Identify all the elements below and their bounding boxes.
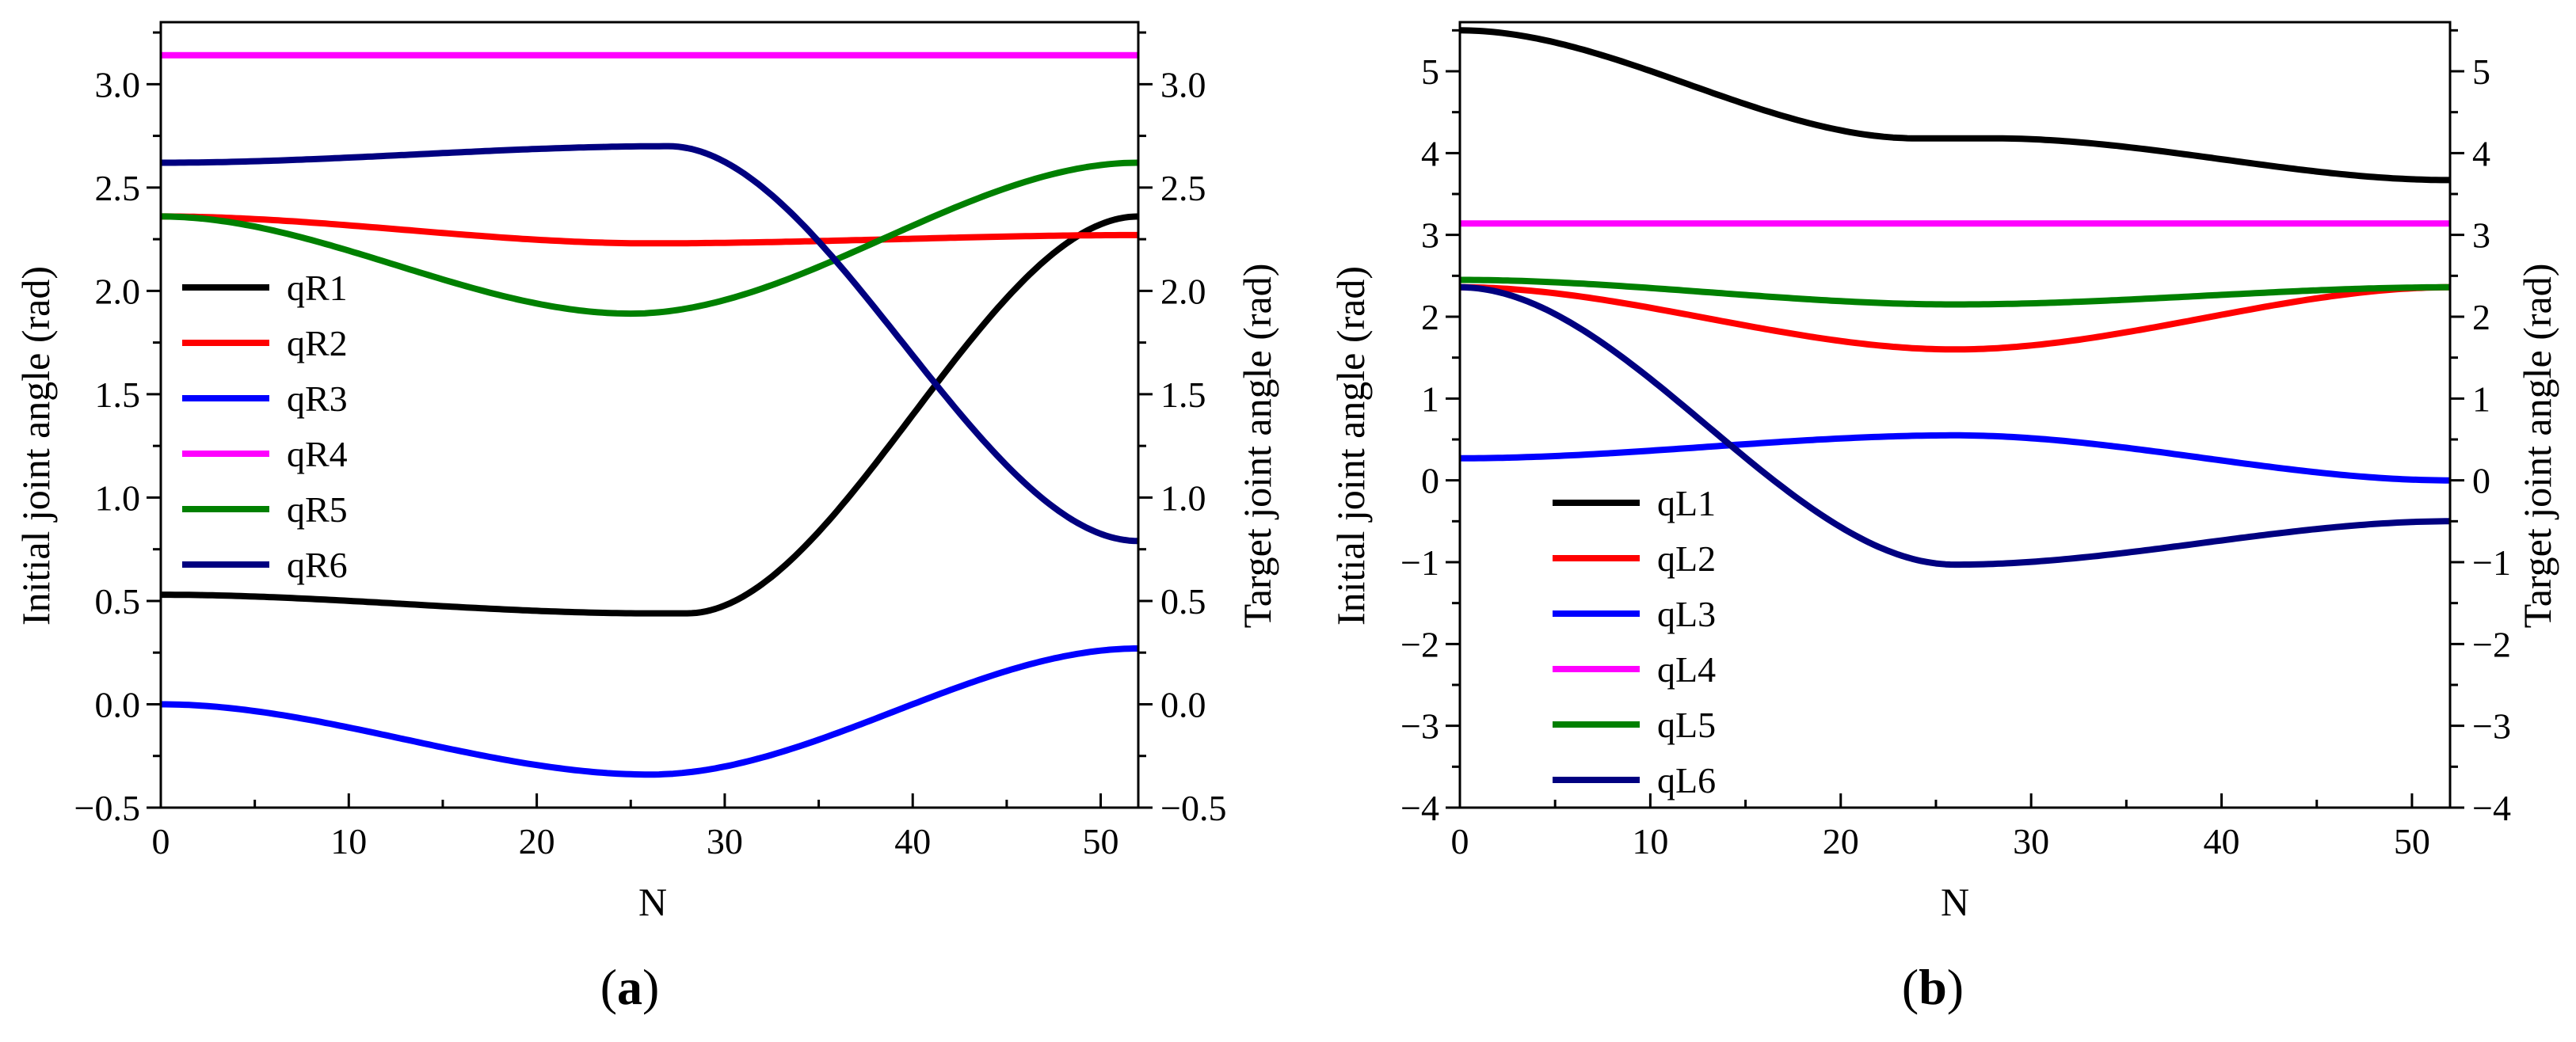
panel-b-series-ql5 [1460,276,2450,308]
panel-a-legend-label-qr5: qR5 [287,489,348,530]
panel-a-y-right-tick-label: 0.5 [1160,581,1206,622]
panel-b-x-axis-title: N [1941,880,1969,924]
panel-a-y-right-tick-label: −0.5 [1160,788,1226,828]
panel-b-legend-label-ql3: qL3 [1657,594,1716,634]
panel-b-legend: qL1 qL2 qL3 qL4 qL5 qL6 [1553,483,1716,801]
panel-b-ticks: 0 10 20 30 40 50 −4 −4 −3 −3 −2 −2 −1 −1 0 0 1 1 2 2 3 3 4 4 5 5 [1400,29,2511,861]
panel-b-y-right-tick-label: 0 [2472,461,2490,501]
panel-a-legend-label-qr3: qR3 [287,378,348,419]
panel-a-legend-label-qr4: qR4 [287,434,348,474]
panel-b-plot-frame [1458,21,2452,809]
panel-b-x-tick-label: 10 [1632,821,1668,861]
panel-b-y-left-tick-label: −2 [1400,624,1439,664]
panel-b-y-right-tick-label: 4 [2472,133,2490,173]
panel-a: 0 10 20 30 40 50 −0.5 −0.5 0.0 0.0 0.5 0.5 1.0 1.0 1.5… [13,21,1279,1015]
panel-a-y-right-tick-label: 0.0 [1160,684,1206,724]
panel-a-plot-frame [159,21,1140,809]
panel-b-y-left-tick-label: 5 [1421,51,1439,92]
panel-b-y-left-tick-label: −3 [1400,706,1439,747]
panel-b: 0 10 20 30 40 50−4 −4−3 −3−2 −2−1 −10 01 12 23 34 45 5 … [1328,21,2559,1015]
panel-b-y-right-tick-label: 1 [2472,378,2490,419]
panel-a-y-right-tick-label: 1.0 [1160,477,1206,518]
panel-a-legend: qR1 qR2 qR3 qR4 qR5 qR6 [182,268,348,585]
panel-a-y-right-tick-label: 1.5 [1160,375,1206,415]
panel-b-y-right-tick-label: −1 [2472,542,2511,583]
panel-b-x-tick-label: 30 [2013,821,2049,861]
panel-a-x-tick-label: 20 [519,821,555,861]
panel-b-y-left-tick-label: 4 [1421,133,1439,173]
panel-a-series-qr5 [161,159,1139,318]
panel-b-x-tick-label: 50 [2394,821,2430,861]
panel-b-y-left-tick-label: −1 [1400,542,1439,583]
panel-b-legend-label-ql6: qL6 [1657,760,1716,801]
panel-a-y-right-tick-label: 3.0 [1160,64,1206,105]
panel-b-series [1459,27,2450,569]
panel-b-label: (b) [1902,959,1964,1015]
panel-a-label: (a) [600,959,660,1015]
panel-b-x-tick-label: 0 [1451,821,1469,861]
panel-a-x-tick-label: 50 [1083,821,1119,861]
panel-a-y-left-tick-label: 2.5 [95,168,141,208]
panel-a-series-qr6 [161,143,1139,545]
panel-a-left-axis-title: Initial joint angle (rad) [13,266,58,626]
panel-a-legend-label-qr2: qR2 [287,323,348,363]
panel-a-right-axis-title: Target joint angle (rad) [1235,264,1279,629]
panel-b-y-right-tick-label: 5 [2472,51,2490,92]
panel-b-y-right-tick-label: −4 [2472,788,2511,828]
panel-b-series-ql3 [1460,432,2450,484]
panel-a-x-tick-label: 30 [707,821,743,861]
panel-a-x-tick-label: 40 [894,821,931,861]
panel-a-x-tick-label: 0 [152,821,170,861]
panel-a-series-qr1 [161,213,1139,617]
panel-a-y-left-tick-label: 3.0 [95,64,141,105]
panel-a-y-left-tick-label: −0.5 [74,788,140,828]
panel-a-series-qr2 [161,213,1138,247]
panel-b-series-ql1 [1459,27,2450,184]
panel-a-y-right-tick-label: 2.5 [1160,168,1206,208]
panel-b-legend-label-ql4: qL4 [1657,649,1716,690]
panel-b-y-left-tick-label: 2 [1421,297,1439,337]
panel-a-y-left-tick-label: 2.0 [95,271,141,311]
panel-b-legend-label-ql2: qL2 [1657,538,1716,579]
panel-b-left-axis-title: Initial joint angle (rad) [1328,266,1373,626]
panel-b-legend-label-ql5: qL5 [1657,705,1716,745]
panel-b-series-ql6 [1459,283,2450,569]
panel-a-y-left-tick-label: 1.5 [95,375,141,415]
panel-a-series-qr3 [161,645,1138,778]
panel-a-ticks: 0 10 20 30 40 50 −0.5 −0.5 0.0 0.0 0.5 0.5 1.0 1.0 1.5… [74,31,1226,861]
panel-b-y-left-tick-label: 0 [1421,461,1439,501]
panel-b-x-tick-label: 40 [2204,821,2240,861]
panel-a-x-axis-title: N [638,880,667,924]
panel-b-y-right-tick-label: 3 [2472,215,2490,256]
panel-a-x-tick-label: 10 [330,821,367,861]
panel-b-x-tick-label: 20 [1823,821,1859,861]
panel-b-y-left-tick-label: −4 [1400,788,1439,828]
panel-a-y-left-tick-label: 0.0 [95,684,141,724]
panel-b-y-right-tick-label: 2 [2472,297,2490,337]
panel-b-right-axis-title: Target joint angle (rad) [2515,264,2559,629]
panel-b-legend-label-ql1: qL1 [1657,483,1716,523]
panel-b-y-right-tick-label: −3 [2472,706,2511,747]
panel-b-y-left-tick-label: 1 [1421,378,1439,419]
panel-a-legend-label-qr1: qR1 [287,268,348,308]
panel-a-y-left-tick-label: 1.0 [95,477,141,518]
panel-a-y-right-tick-label: 2.0 [1160,271,1206,311]
panel-b-y-left-tick-label: 3 [1421,215,1439,256]
panel-a-y-left-tick-label: 0.5 [95,581,141,622]
panel-b-y-right-tick-label: −2 [2472,624,2511,664]
panel-a-legend-label-qr6: qR6 [287,545,348,585]
panel-a-series [161,51,1139,778]
panel-b-series-ql2 [1460,283,2450,353]
